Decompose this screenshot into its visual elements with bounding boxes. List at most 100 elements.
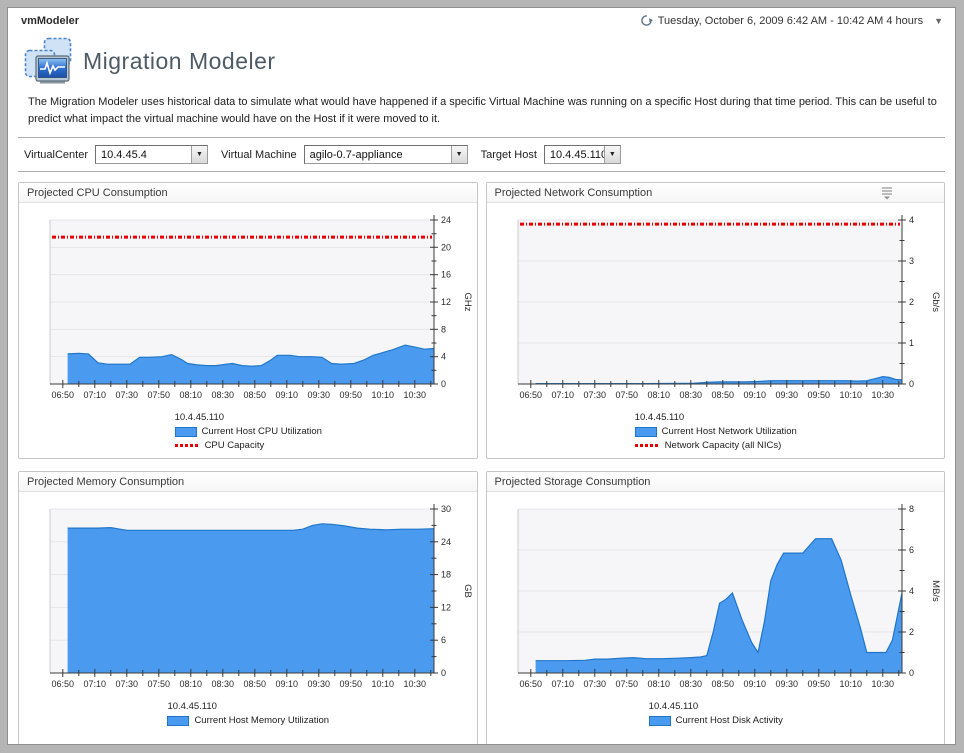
svg-text:18: 18 [441, 570, 451, 580]
svg-text:07:10: 07:10 [84, 679, 107, 689]
svg-text:09:10: 09:10 [743, 390, 766, 400]
series-swatch-icon [174, 426, 197, 437]
svg-text:Gb/s: Gb/s [930, 292, 941, 312]
svg-text:07:10: 07:10 [84, 390, 107, 400]
svg-text:09:10: 09:10 [276, 679, 299, 689]
memory-consumption-panel: Projected Memory Consumption 06:50 07:10 0… [18, 471, 478, 744]
svg-text:24: 24 [441, 537, 451, 547]
svg-text:08:50: 08:50 [711, 390, 734, 400]
svg-text:08:30: 08:30 [679, 679, 702, 689]
svg-text:6: 6 [909, 545, 914, 555]
chart-legend: 10.4.45.110 Current Host Memory Utilizati… [167, 701, 329, 726]
chart-legend: 10.4.45.110 Current Host Network Utilizat… [634, 412, 797, 451]
storage-panel-title: Projected Storage Consumption [486, 472, 944, 493]
svg-text:09:30: 09:30 [308, 390, 331, 400]
separator [18, 137, 945, 139]
legend-host-label: 10.4.45.110 [167, 701, 217, 713]
svg-text:30: 30 [441, 504, 451, 514]
svg-text:08:10: 08:10 [647, 390, 670, 400]
svg-text:12: 12 [441, 297, 451, 307]
legend-capacity-item: CPU Capacity [174, 440, 322, 451]
svg-text:07:30: 07:30 [583, 679, 606, 689]
time-range-control[interactable]: Tuesday, October 6, 2009 6:42 AM - 10:42… [640, 14, 943, 27]
legend-series-label: Current Host Memory Utilization [194, 715, 330, 727]
chart-plot: 06:50 07:10 07:30 07:50 08:10 08:30 08:50 09:10… [517, 504, 941, 689]
svg-text:08:50: 08:50 [711, 679, 734, 689]
capacity-swatch-icon [174, 444, 200, 448]
svg-text:MB/s: MB/s [930, 580, 941, 602]
svg-text:10:30: 10:30 [871, 390, 894, 400]
chart-options-menu-icon[interactable] [879, 186, 894, 200]
chart-plot: 06:50 07:10 07:30 07:50 08:10 08:30 08:50 09:10… [517, 215, 941, 400]
svg-text:2: 2 [909, 627, 914, 637]
legend-host-label: 10.4.45.110 [634, 412, 685, 424]
svg-text:09:50: 09:50 [340, 390, 363, 400]
svg-text:09:50: 09:50 [340, 679, 363, 689]
svg-text:08:50: 08:50 [244, 390, 267, 400]
series-swatch-icon [648, 715, 671, 726]
svg-text:4: 4 [909, 586, 914, 596]
network-consumption-chart: 06:50 07:10 07:30 07:50 08:10 08:30 08:50 09:10… [487, 203, 945, 451]
network-consumption-panel: Projected Network Consumption 06:50 07:10… [485, 182, 945, 460]
time-range-chevron-icon[interactable]: ▼ [934, 15, 943, 26]
svg-text:6: 6 [441, 635, 446, 645]
svg-text:10:10: 10:10 [372, 390, 395, 400]
svg-text:07:50: 07:50 [148, 390, 171, 400]
svg-text:08:50: 08:50 [244, 679, 267, 689]
app-title: vmModeler [21, 14, 80, 27]
svg-text:08:30: 08:30 [679, 390, 702, 400]
svg-text:10:30: 10:30 [871, 679, 894, 689]
svg-text:08:10: 08:10 [180, 679, 203, 689]
cpu-panel-title: Projected CPU Consumption [19, 183, 477, 204]
target-host-label: Target Host [480, 148, 537, 161]
svg-text:1: 1 [909, 338, 914, 348]
svg-text:0: 0 [909, 668, 914, 678]
svg-text:09:10: 09:10 [743, 679, 766, 689]
page-description: The Migration Modeler uses historical da… [28, 96, 937, 126]
svg-text:GB: GB [462, 584, 473, 598]
legend-series-item: Current Host Memory Utilization [167, 715, 329, 726]
time-range-label: Tuesday, October 6, 2009 6:42 AM - 10:42… [657, 14, 924, 27]
svg-text:3: 3 [909, 256, 914, 266]
legend-series-item: Current Host Disk Activity [648, 715, 783, 726]
legend-capacity-item: Network Capacity (all NICs) [634, 440, 797, 451]
svg-text:07:30: 07:30 [583, 390, 606, 400]
target-host-select-arrow-icon[interactable]: ▼ [603, 146, 620, 164]
svg-text:08:30: 08:30 [212, 390, 235, 400]
virtual-machine-label: Virtual Machine [221, 148, 297, 161]
svg-text:8: 8 [441, 324, 446, 334]
network-panel-title: Projected Network Consumption [486, 183, 944, 204]
storage-consumption-chart: 06:50 07:10 07:30 07:50 08:10 08:30 08:50 09:10… [487, 492, 945, 726]
virtualcenter-select-arrow-icon[interactable]: ▼ [191, 146, 207, 164]
svg-text:10:30: 10:30 [404, 390, 427, 400]
chart-plot: 06:50 07:10 07:30 07:50 08:10 08:30 08:50 09:10… [49, 504, 473, 689]
chart-legend: 10.4.45.110 Current Host Disk Activity [648, 701, 783, 726]
virtualcenter-select[interactable]: 10.4.45.4 ▼ [95, 145, 208, 165]
svg-text:10:10: 10:10 [839, 679, 862, 689]
titlebar: vmModeler Tuesday, October 6, 2009 6:42 … [8, 8, 955, 33]
virtualcenter-label: VirtualCenter [24, 148, 88, 161]
memory-panel-title: Projected Memory Consumption [19, 472, 477, 493]
chart-grid: Projected CPU Consumption 06:50 07:10 07:3… [18, 182, 945, 744]
svg-text:07:30: 07:30 [116, 679, 139, 689]
svg-text:16: 16 [441, 270, 451, 280]
virtual-machine-select-arrow-icon[interactable]: ▼ [450, 146, 467, 164]
svg-text:10:10: 10:10 [372, 679, 395, 689]
svg-text:24: 24 [441, 215, 451, 225]
svg-text:2: 2 [909, 297, 914, 307]
svg-text:06:50: 06:50 [519, 679, 542, 689]
page-title: Migration Modeler [83, 47, 276, 74]
svg-text:4: 4 [909, 215, 914, 225]
virtual-machine-select[interactable]: agilo-0.7-appliance ▼ [303, 145, 468, 165]
page-header: Migration Modeler [8, 33, 955, 87]
svg-text:07:50: 07:50 [615, 679, 638, 689]
svg-text:08:10: 08:10 [180, 390, 203, 400]
svg-text:09:30: 09:30 [775, 679, 798, 689]
target-host-select[interactable]: 10.4.45.110 ▼ [543, 145, 621, 165]
legend-host-label: 10.4.45.110 [174, 412, 225, 424]
memory-consumption-chart: 06:50 07:10 07:30 07:50 08:10 08:30 08:50 09:10… [19, 492, 477, 726]
svg-text:09:50: 09:50 [807, 679, 830, 689]
svg-text:10:10: 10:10 [839, 390, 862, 400]
svg-text:07:10: 07:10 [551, 390, 574, 400]
capacity-swatch-icon [634, 444, 660, 448]
